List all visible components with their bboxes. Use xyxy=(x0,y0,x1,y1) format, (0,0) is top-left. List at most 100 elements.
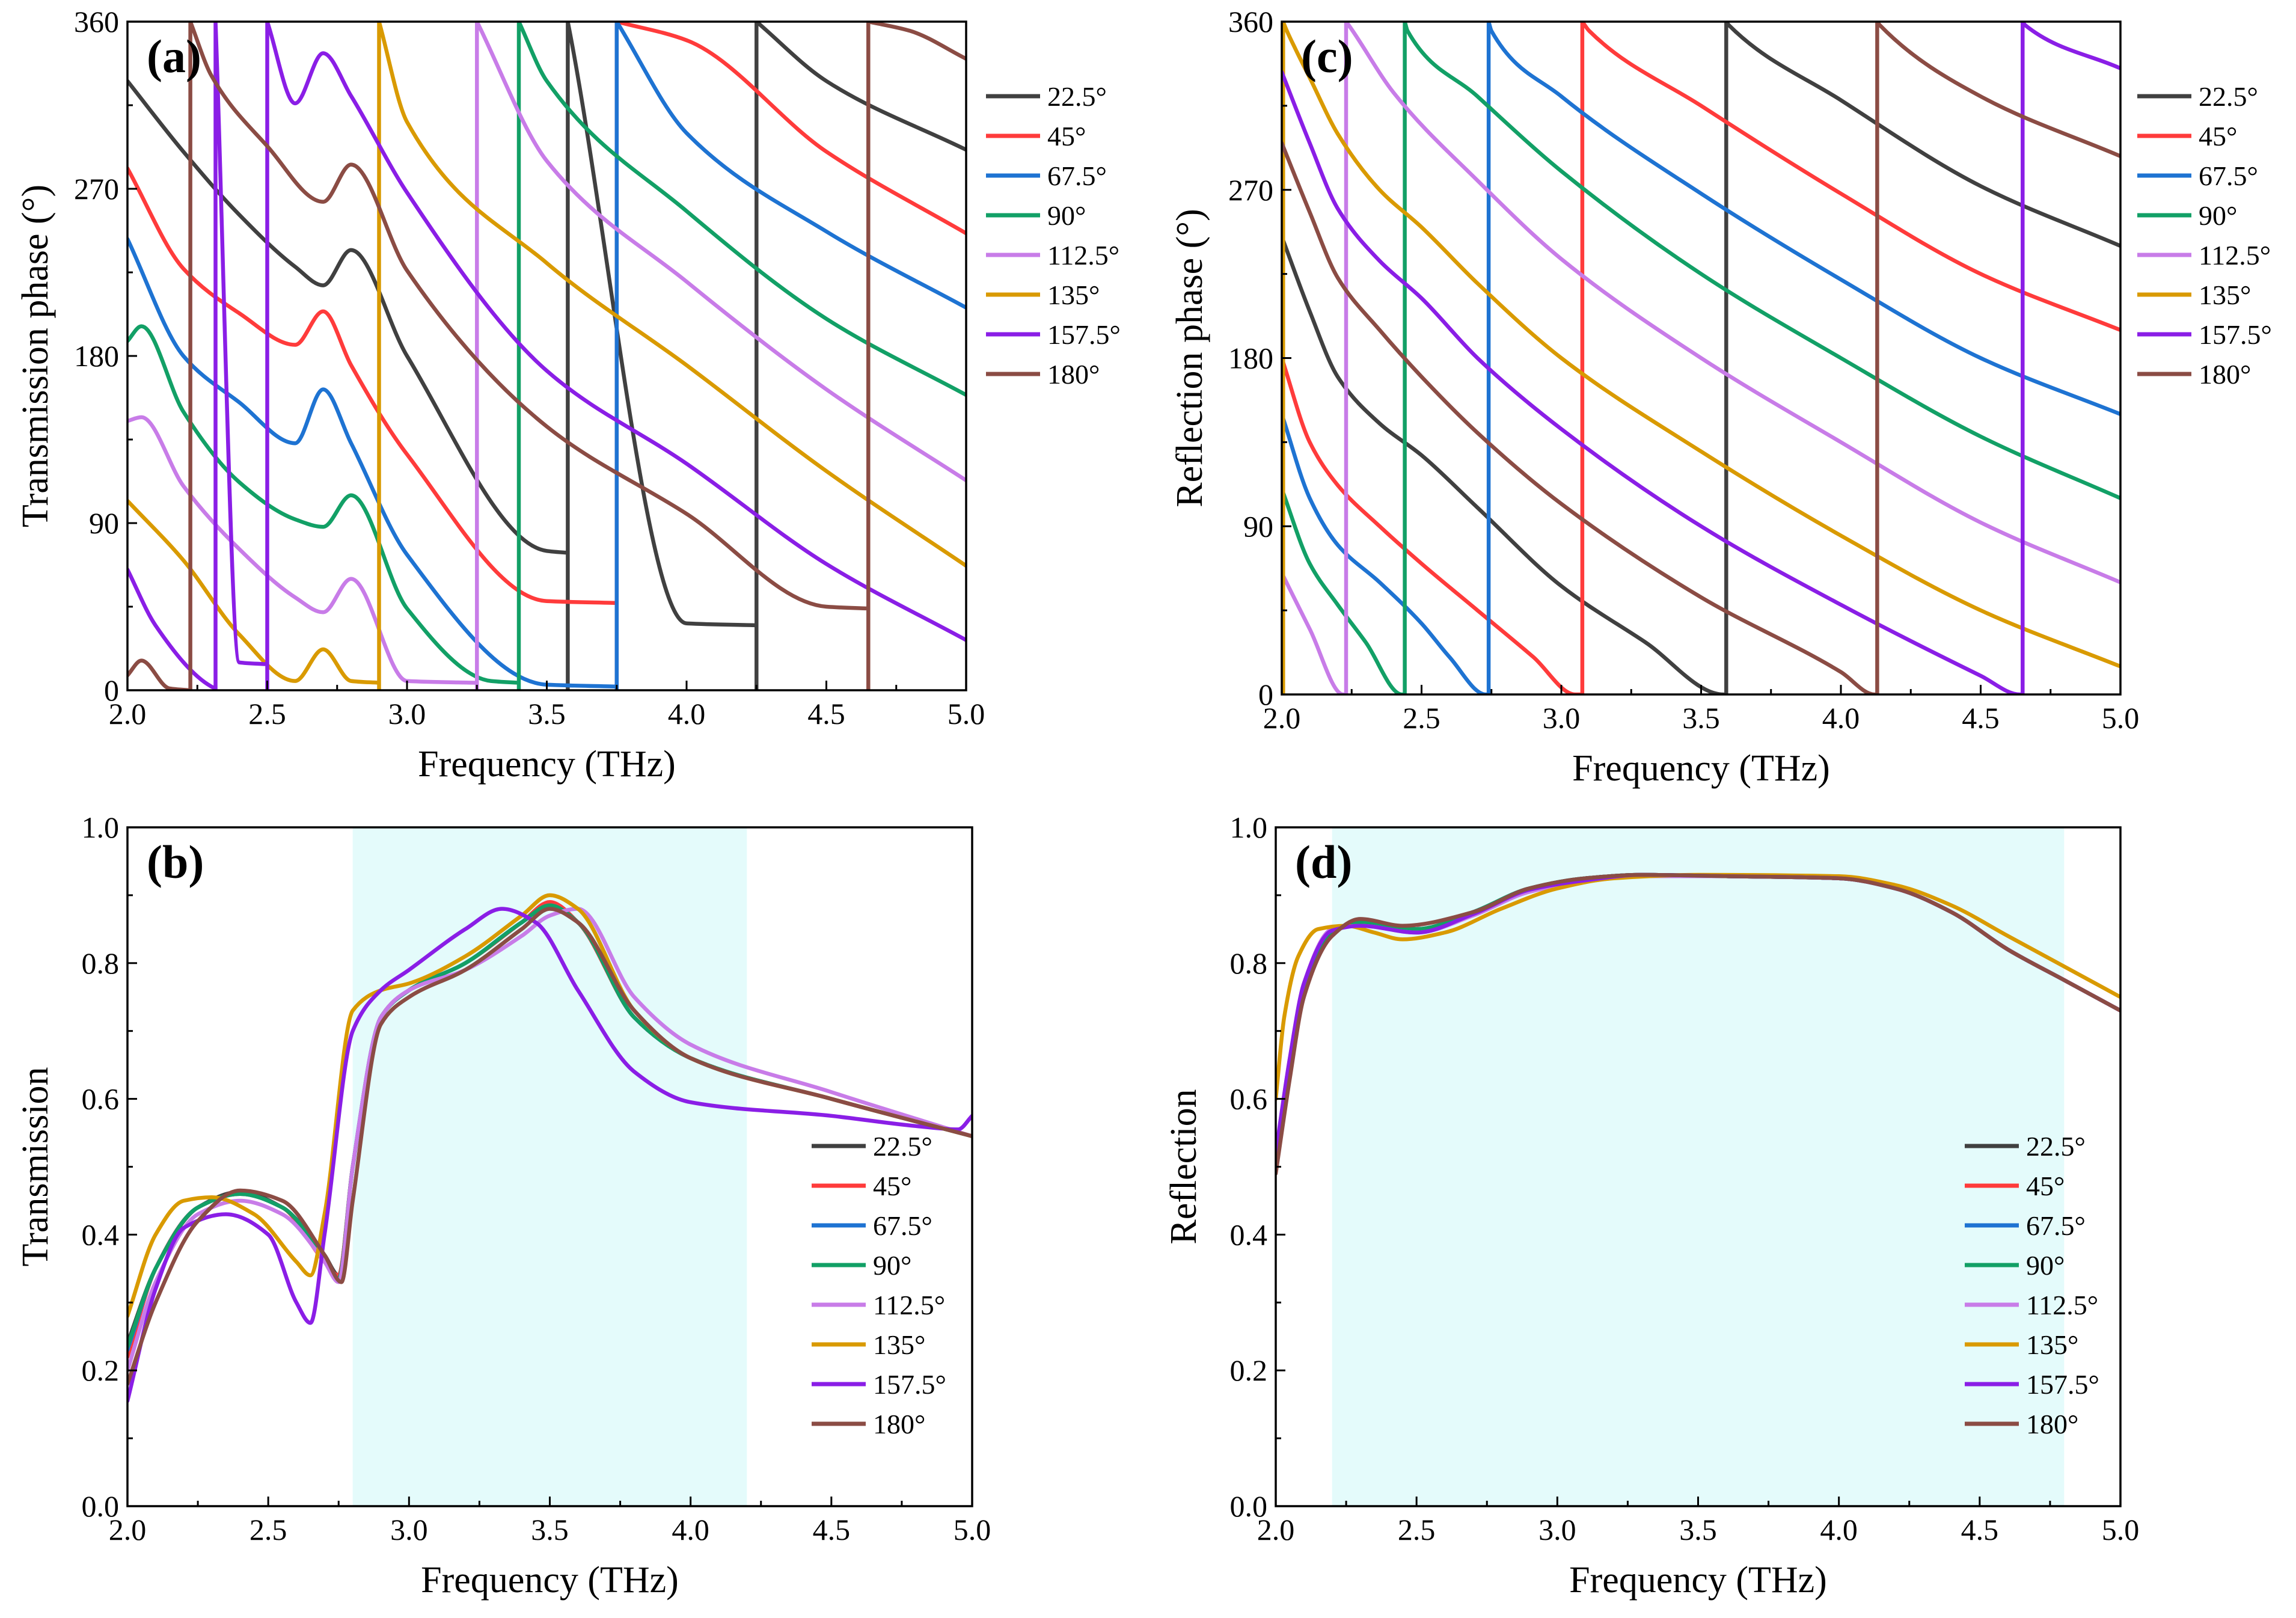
series-line-5 xyxy=(127,907,972,1373)
legend-label-3: 67.5° xyxy=(2199,161,2258,191)
series-line-6 xyxy=(127,22,966,690)
y-axis-title: Reflection phase (°) xyxy=(1169,209,1210,507)
chart-panel-d: 2.0 2.5 3.0 3.5 4.0 4.5 5.0 0.0 0.2 0.4 0.6 0.8 1.0 F… xyxy=(1163,811,2139,1601)
series-line-4 xyxy=(127,22,966,690)
x-tick-label: 2.0 xyxy=(1263,701,1301,735)
y-tick-label: 0.2 xyxy=(82,1353,120,1387)
plot-frame xyxy=(126,20,967,691)
series-line-3 xyxy=(1282,22,2120,694)
y-tick-label: 0 xyxy=(104,673,119,707)
legend-label-4: 90° xyxy=(2026,1250,2065,1281)
chart-panel-c: 2.0 2.5 3.0 3.5 4.0 4.5 5.0 0 90 180 270 360 Frequen… xyxy=(1169,5,2272,789)
x-axis-title: Frequency (THz) xyxy=(1569,1560,1827,1601)
x-tick-label: 3.5 xyxy=(531,1513,569,1546)
y-tick-label: 90 xyxy=(1243,509,1273,543)
x-tick-label: 3.5 xyxy=(1679,1513,1717,1546)
y-tick-label: 0.8 xyxy=(1230,946,1268,980)
series-line-2 xyxy=(1282,22,2120,694)
legend-label-4: 90° xyxy=(1047,200,1086,231)
x-tick-label: 3.0 xyxy=(388,697,426,731)
x-axis-title: Frequency (THz) xyxy=(1572,748,1830,789)
legend-label-2: 45° xyxy=(873,1171,911,1201)
series-line-8 xyxy=(127,22,966,690)
legend-label-7: 157.5° xyxy=(1047,319,1121,350)
legend-label-5: 112.5° xyxy=(873,1290,945,1320)
series-line-5 xyxy=(127,22,966,690)
y-tick-label: 90 xyxy=(89,506,119,540)
legend-label-5: 112.5° xyxy=(2026,1290,2098,1320)
y-tick-label: 0.6 xyxy=(82,1082,120,1116)
y-tick-label: 360 xyxy=(74,5,119,38)
x-tick-label: 3.0 xyxy=(1538,1513,1576,1546)
legend-label-4: 90° xyxy=(2199,200,2237,231)
y-tick-label: 270 xyxy=(74,172,119,206)
y-tick-label: 0 xyxy=(1258,678,1273,711)
y-tick-label: 0.0 xyxy=(82,1489,120,1523)
legend-label-5: 112.5° xyxy=(1047,240,1119,271)
legend-label-8: 180° xyxy=(2199,359,2251,390)
series-line-5 xyxy=(1282,22,2120,694)
x-tick-label: 3.0 xyxy=(1543,701,1581,735)
series-line-1 xyxy=(1282,22,2120,694)
legend-label-1: 22.5° xyxy=(873,1131,932,1162)
y-tick-label: 180 xyxy=(74,339,119,373)
x-tick-label: 4.5 xyxy=(1962,701,2000,735)
legend-label-3: 67.5° xyxy=(873,1210,932,1241)
legend-label-8: 180° xyxy=(2026,1409,2078,1439)
y-axis-title: Reflection xyxy=(1163,1089,1204,1244)
series-line-8 xyxy=(127,907,972,1387)
x-tick-label: 4.0 xyxy=(1822,701,1860,735)
legend-label-8: 180° xyxy=(873,1409,925,1439)
panel-label: (a) xyxy=(147,30,201,82)
y-axis-title: Transmission xyxy=(15,1067,56,1267)
x-tick-label: 2.0 xyxy=(1257,1513,1295,1546)
x-tick-label: 2.0 xyxy=(109,1513,147,1546)
y-tick-label: 0.0 xyxy=(1230,1489,1268,1523)
x-tick-label: 2.5 xyxy=(249,1513,287,1546)
y-tick-label: 180 xyxy=(1228,342,1273,375)
y-axis-title: Transmission phase (°) xyxy=(15,185,56,527)
y-tick-label: 0.8 xyxy=(82,946,120,980)
y-tick-label: 0.4 xyxy=(1230,1218,1268,1251)
legend: 22.5° 45° 67.5° 90° 112.5° 135° 157.5° 180° xyxy=(1965,1131,2099,1439)
panel-label: (b) xyxy=(147,836,204,888)
series-line-1 xyxy=(127,22,966,690)
legend-label-6: 135° xyxy=(2026,1329,2078,1360)
x-tick-label: 5.0 xyxy=(947,697,985,731)
legend-label-2: 45° xyxy=(2199,121,2237,152)
x-tick-label: 4.5 xyxy=(807,697,845,731)
legend-label-2: 45° xyxy=(1047,121,1086,152)
legend-label-7: 157.5° xyxy=(2026,1369,2099,1400)
y-tick-label: 1.0 xyxy=(82,811,120,844)
shaded-band xyxy=(352,827,747,1506)
legend-label-7: 157.5° xyxy=(2199,319,2272,350)
series-line-6 xyxy=(1276,872,2120,1101)
legend-label-1: 22.5° xyxy=(1047,81,1107,112)
series-group xyxy=(1276,872,2120,1176)
series-group xyxy=(1282,22,2120,694)
series-line-7 xyxy=(127,22,966,690)
x-tick-label: 4.0 xyxy=(668,697,706,731)
y-tick-label: 1.0 xyxy=(1230,811,1268,844)
series-line-3 xyxy=(127,22,966,690)
legend: 22.5° 45° 67.5° 90° 112.5° 135° 157.5° 180° xyxy=(2137,81,2272,390)
series-line-8 xyxy=(1282,22,2120,694)
legend-label-2: 45° xyxy=(2026,1171,2065,1201)
x-tick-label: 2.5 xyxy=(1403,701,1440,735)
x-tick-label: 5.0 xyxy=(954,1513,991,1546)
legend-label-6: 135° xyxy=(1047,280,1100,310)
y-tick-label: 270 xyxy=(1228,173,1273,207)
legend: 22.5° 45° 67.5° 90° 112.5° 135° 157.5° 180° xyxy=(986,81,1121,390)
y-tick-label: 0.6 xyxy=(1230,1082,1268,1116)
series-line-7 xyxy=(127,907,972,1403)
legend-label-8: 180° xyxy=(1047,359,1100,390)
legend-label-7: 157.5° xyxy=(873,1369,946,1400)
y-tick-label: 0.2 xyxy=(1230,1353,1268,1387)
x-tick-label: 4.0 xyxy=(1820,1513,1858,1546)
legend: 22.5° 45° 67.5° 90° 112.5° 135° 157.5° 180° xyxy=(812,1131,946,1439)
x-tick-label: 3.0 xyxy=(390,1513,428,1546)
y-tick-label: 0.4 xyxy=(82,1218,120,1251)
legend-label-3: 67.5° xyxy=(2026,1210,2086,1241)
legend-label-1: 22.5° xyxy=(2026,1131,2086,1162)
